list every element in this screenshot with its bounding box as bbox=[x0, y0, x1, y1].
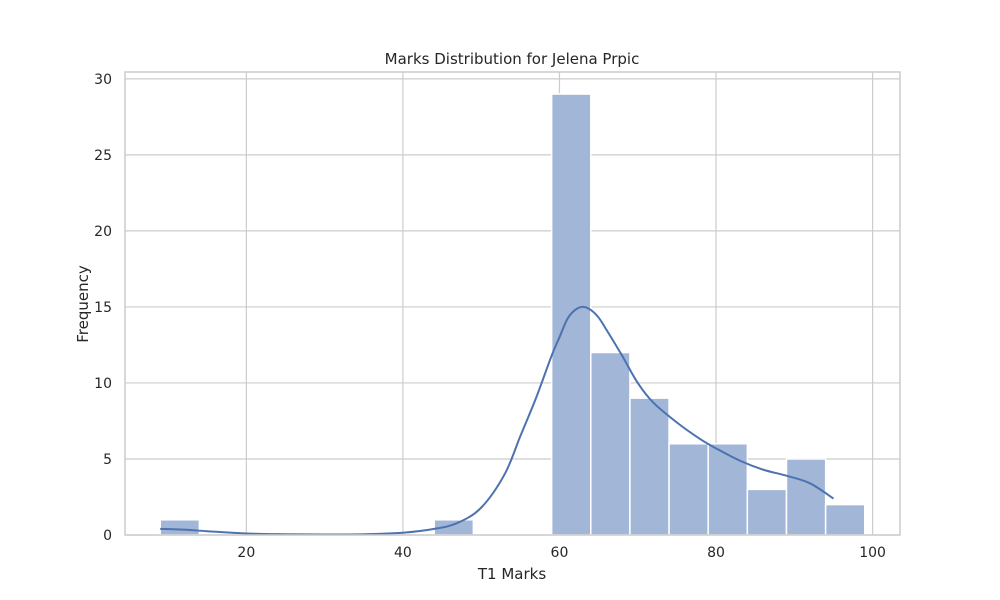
y-axis-ticks: 0 5 10 15 20 25 30 bbox=[94, 72, 112, 544]
chart-title: Marks Distribution for Jelena Prpic bbox=[385, 50, 640, 68]
x-tick-label: 60 bbox=[551, 545, 569, 561]
grid-lines bbox=[125, 72, 900, 536]
histogram-bars bbox=[159, 93, 866, 536]
histogram-bar bbox=[746, 488, 788, 536]
histogram-bar bbox=[590, 351, 631, 536]
x-tick-label: 100 bbox=[859, 545, 886, 561]
x-tick-label: 80 bbox=[707, 545, 725, 561]
histogram-bar bbox=[707, 443, 749, 536]
y-tick-label: 0 bbox=[103, 528, 112, 544]
x-axis-ticks: 20 40 60 80 100 bbox=[237, 545, 886, 561]
x-tick-label: 20 bbox=[237, 545, 255, 561]
histogram-bar bbox=[824, 503, 866, 536]
y-tick-label: 10 bbox=[94, 376, 112, 392]
x-axis-title: T1 Marks bbox=[477, 565, 546, 583]
y-tick-label: 20 bbox=[94, 224, 112, 240]
histogram-bar bbox=[629, 397, 670, 536]
y-tick-label: 5 bbox=[103, 452, 112, 468]
plot-frame bbox=[124, 71, 901, 536]
y-axis-title: Frequency bbox=[74, 265, 92, 343]
histogram-bar bbox=[668, 443, 709, 536]
histogram-bar bbox=[159, 519, 201, 536]
y-tick-label: 15 bbox=[94, 300, 112, 316]
y-tick-label: 30 bbox=[94, 72, 112, 88]
y-tick-label: 25 bbox=[94, 148, 112, 164]
x-tick-label: 40 bbox=[394, 545, 412, 561]
histogram-bar bbox=[785, 458, 827, 536]
